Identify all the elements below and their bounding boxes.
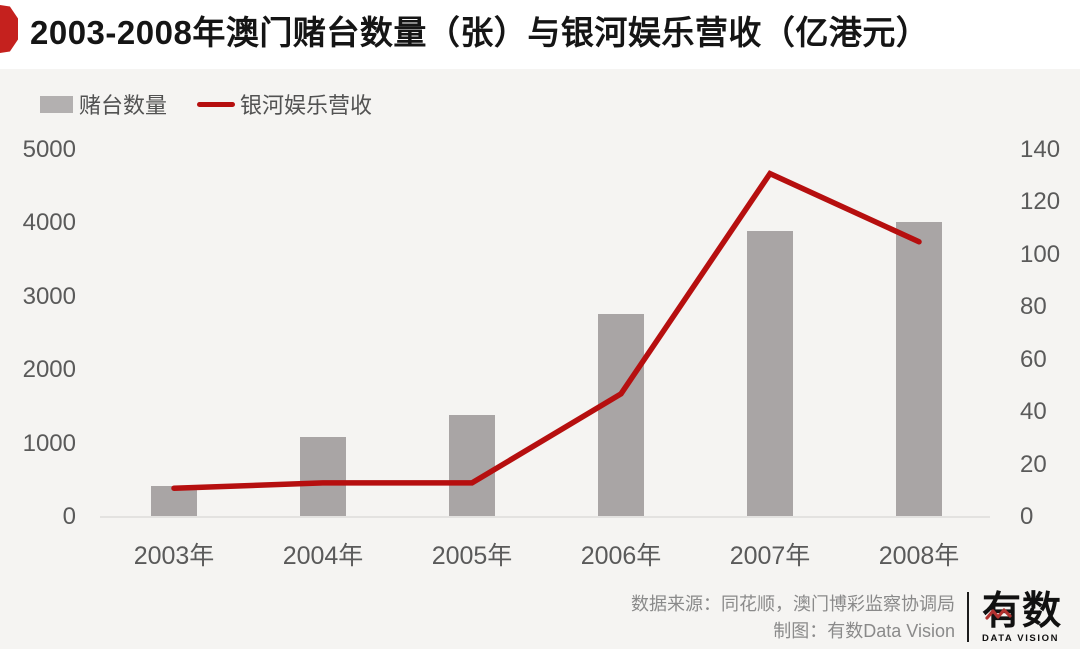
title-bar: 2003-2008年澳门赌台数量（张）与银河娱乐营收（亿港元） <box>0 0 1080 69</box>
right-y-tick-label: 80 <box>1020 293 1047 321</box>
x-tick-label: 2007年 <box>729 542 811 570</box>
red-hexagon-badge-icon <box>0 5 18 53</box>
table-count-bar <box>151 485 197 517</box>
left-y-tick-label: 1000 <box>22 429 76 457</box>
logo-sub-text: DATA VISION <box>982 633 1060 644</box>
revenue-line <box>171 170 922 491</box>
left-y-tick-label: 4000 <box>22 209 76 237</box>
x-tick-label: 2005年 <box>431 542 513 570</box>
right-y-tick-label: 40 <box>1020 398 1047 426</box>
x-tick-label: 2004年 <box>282 542 364 570</box>
right-y-tick-label: 20 <box>1020 450 1047 478</box>
x-tick-label: 2008年 <box>878 542 960 570</box>
left-y-tick-label: 3000 <box>22 282 76 310</box>
legend-line-label: 银河娱乐营收 <box>240 93 373 118</box>
right-y-tick-label: 100 <box>1020 240 1061 268</box>
left-y-tick-label: 0 <box>62 503 76 530</box>
legend-bar-label: 赌台数量 <box>79 93 168 118</box>
legend: 赌台数量 银河娱乐营收 <box>40 90 372 118</box>
line-chart-zigzag-icon <box>985 608 1012 620</box>
credit-line: 制图：有数Data Vision <box>773 621 955 641</box>
left-y-tick-label: 5000 <box>22 136 76 163</box>
x-axis-line <box>100 516 990 518</box>
page-title: 2003-2008年澳门赌台数量（张）与银河娱乐营收（亿港元） <box>30 14 930 51</box>
data-vision-logo: 有数 DATA VISION <box>982 592 1074 645</box>
table-count-bar <box>300 436 346 517</box>
x-tick-label: 2003年 <box>133 542 215 570</box>
table-count-bar <box>896 222 942 517</box>
right-y-tick-label: 0 <box>1020 503 1034 530</box>
line-series-swatch-icon <box>197 101 236 107</box>
right-y-tick-label: 120 <box>1020 188 1061 216</box>
table-count-bar <box>449 415 495 517</box>
x-tick-label: 2006年 <box>580 542 662 570</box>
table-count-bar <box>598 314 644 517</box>
footer-divider <box>967 592 969 642</box>
right-y-tick-label: 140 <box>1020 136 1061 163</box>
left-y-tick-label: 2000 <box>22 356 76 384</box>
data-source-line: 数据来源：同花顺，澳门博彩监察协调局 <box>631 594 955 614</box>
right-y-tick-label: 60 <box>1020 345 1047 373</box>
bar-series-swatch-icon <box>40 95 73 113</box>
table-count-bar <box>747 230 793 517</box>
footer-credits: 数据来源：同花顺，澳门博彩监察协调局 制图：有数Data Vision <box>631 591 955 645</box>
